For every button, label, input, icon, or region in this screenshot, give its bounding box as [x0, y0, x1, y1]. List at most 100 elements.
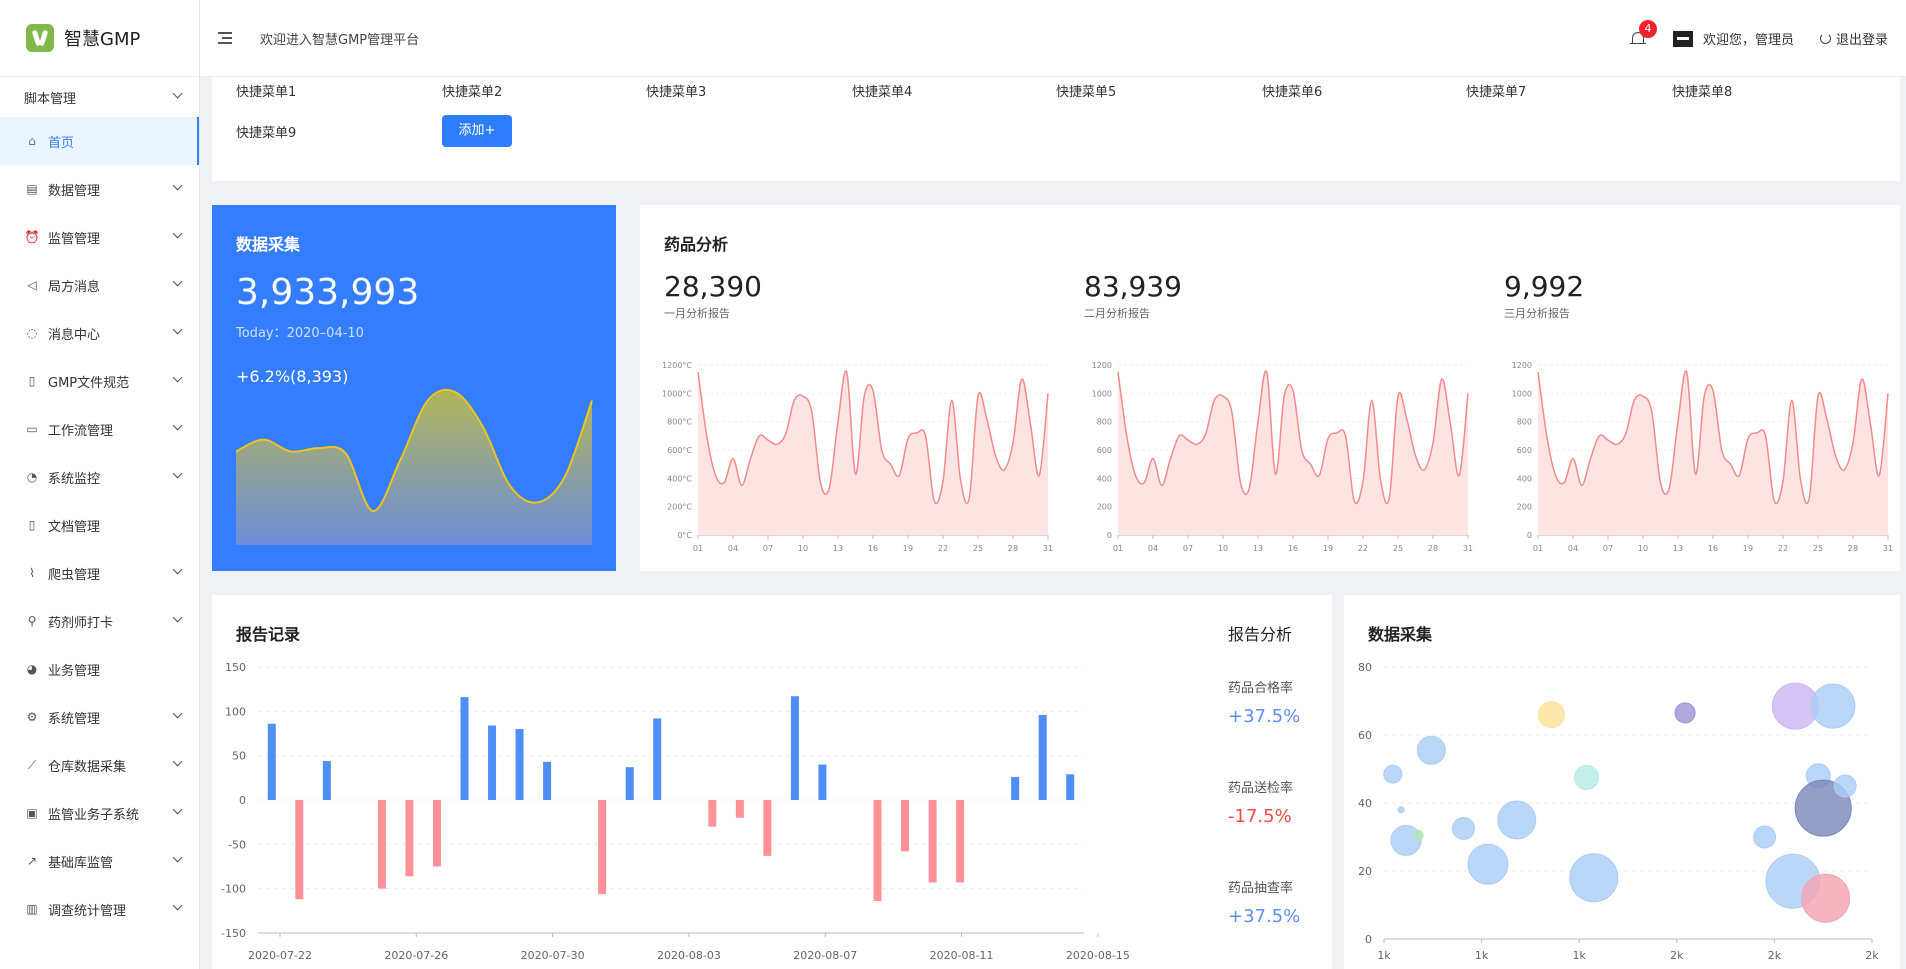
- drug-area: [1118, 370, 1468, 535]
- logout-button[interactable]: 退出登录: [1819, 29, 1888, 48]
- collect-title: 数据采集: [236, 235, 301, 254]
- stat-label: 二月分析报告: [1084, 307, 1150, 320]
- metric-inspection-rate: 药品送检率 -17.5%: [1228, 777, 1293, 827]
- y-tick-label: -150: [221, 927, 246, 940]
- sidebar-item[interactable]: 脚本管理: [0, 77, 199, 117]
- quick-menu-item[interactable]: 快捷菜单3: [646, 85, 707, 100]
- bar: [901, 800, 910, 852]
- sidebar-item-label: 文档管理: [48, 519, 101, 535]
- quick-menu-item[interactable]: 快捷菜单8: [1672, 85, 1733, 100]
- y-tick-label: 40: [1358, 797, 1372, 810]
- report-analysis-title: 报告分析: [1228, 625, 1293, 644]
- sidebar-item[interactable]: ◕ 业务管理: [0, 645, 199, 693]
- sparkline-area: [236, 389, 592, 545]
- menu-toggle-icon[interactable]: [218, 32, 232, 44]
- chevron-down-icon: [172, 228, 183, 239]
- collect-date: Today：2020–04-10: [236, 326, 364, 341]
- y-tick-label: 800: [1517, 418, 1532, 427]
- sidebar-item[interactable]: ▯ 文档管理: [0, 501, 199, 549]
- report-bar-chart: -150 -100 -50 0 50 100 150 2020-07-22 2020-07-26…: [221, 661, 1130, 962]
- chevron-down-icon: [172, 804, 183, 815]
- y-tick-label: 600: [1517, 446, 1532, 455]
- x-tick-label: 2020-07-22: [248, 949, 312, 962]
- x-tick-label: 22: [938, 544, 948, 553]
- sidebar-item[interactable]: ⌂ 首页: [0, 117, 199, 165]
- leaf-logo-icon: [26, 24, 54, 52]
- drug-line: [1537, 370, 1889, 505]
- bubble-point: [1753, 825, 1777, 849]
- x-tick-label: 1k: [1377, 949, 1391, 962]
- bar: [405, 800, 414, 877]
- drug-analysis-card: 药品分析 28,390 一月分析报告 83,939 二月分析报告 9,992 三…: [640, 205, 1900, 571]
- sidebar-item[interactable]: ◁ 局方消息: [0, 261, 199, 309]
- x-tick-label: 07: [1183, 544, 1193, 553]
- y-tick-label: 1000°C: [662, 389, 692, 398]
- sidebar-item[interactable]: ⟋ 仓库数据采集: [0, 741, 199, 789]
- top-header: 欢迎进入智慧GMP管理平台 4 欢迎您，管理员 退出登录: [200, 0, 1906, 77]
- alarm-icon: ⏰: [24, 230, 40, 244]
- y-tick-label: -50: [228, 838, 246, 851]
- bar: [928, 800, 937, 883]
- y-tick-label: 400: [1097, 474, 1112, 483]
- bar: [818, 764, 827, 800]
- x-tick-label: 10: [1218, 544, 1228, 553]
- sidebar-item[interactable]: ▤ 数据管理: [0, 165, 199, 213]
- sidebar-item[interactable]: ▥ 调查统计管理: [0, 885, 199, 933]
- bar: [543, 761, 552, 800]
- avatar[interactable]: [1672, 30, 1693, 47]
- x-tick-label: 04: [1148, 544, 1158, 553]
- y-tick-label: 1200: [1512, 361, 1532, 370]
- bar: [432, 800, 441, 867]
- y-tick-label: 1200: [1092, 361, 1112, 370]
- quick-menu-item[interactable]: 快捷菜单2: [442, 85, 503, 100]
- sidebar-item[interactable]: ⏰ 监管管理: [0, 213, 199, 261]
- sidebar-item[interactable]: ⚲ 药剂师打卡: [0, 597, 199, 645]
- sidebar-item[interactable]: ↗ 基础库监管: [0, 837, 199, 885]
- sidebar-item[interactable]: ▭ 工作流管理: [0, 405, 199, 453]
- bar: [873, 800, 882, 902]
- metric-label: 药品合格率: [1228, 681, 1294, 696]
- x-tick-label: 25: [973, 544, 983, 553]
- home-icon: ⌂: [28, 134, 36, 148]
- quick-menu-item[interactable]: 快捷菜单5: [1056, 85, 1117, 100]
- sidebar-item[interactable]: ◔ 系统监控: [0, 453, 199, 501]
- bubble-point: [1467, 843, 1509, 885]
- app-logo[interactable]: 智慧GMP: [0, 0, 199, 77]
- sidebar-item-label: 业务管理: [48, 663, 101, 679]
- quick-menu-item[interactable]: 快捷菜单4: [852, 85, 913, 100]
- bubble-chart-title: 数据采集: [1368, 625, 1433, 644]
- metric-label: 药品送检率: [1228, 781, 1294, 796]
- stat-value: 9,992: [1504, 270, 1585, 303]
- x-tick-label: 10: [1638, 544, 1648, 553]
- sidebar-item[interactable]: ▣ 监管业务子系统: [0, 789, 199, 837]
- sidebar-item[interactable]: ⌇ 爬虫管理: [0, 549, 199, 597]
- x-tick-label: 22: [1778, 544, 1788, 553]
- sidebar-item[interactable]: ▯ GMP文件规范: [0, 357, 199, 405]
- drug-area: [698, 370, 1048, 535]
- bell-icon[interactable]: 4: [1629, 19, 1657, 48]
- power-icon: [1819, 33, 1831, 44]
- quick-menu-item[interactable]: 快捷菜单1: [236, 85, 297, 100]
- y-tick-label: 200°C: [667, 503, 692, 512]
- bar: [267, 723, 276, 800]
- quick-menu-item[interactable]: 快捷菜单7: [1466, 85, 1527, 100]
- x-tick-label: 07: [763, 544, 773, 553]
- sidebar-item[interactable]: ◌ 消息中心: [0, 309, 199, 357]
- stat-mar: 9,992 三月分析报告: [1504, 270, 1584, 321]
- x-tick-label: 16: [868, 544, 878, 553]
- drug-line: [697, 370, 1049, 505]
- quick-menu-item[interactable]: 快捷菜单9: [236, 126, 297, 141]
- bar: [515, 729, 524, 800]
- document-list-icon: ▤: [26, 182, 38, 196]
- bar: [763, 800, 772, 856]
- add-quick-menu-button[interactable]: 添加+: [442, 115, 512, 147]
- quick-menu-panel: 快捷菜单1 快捷菜单2 快捷菜单3 快捷菜单4 快捷菜单5 快捷菜单6 快捷菜单…: [212, 77, 1900, 181]
- paperclip-icon: ⌇: [29, 566, 35, 580]
- sidebar-menu: 脚本管理 ⌂ 首页 ▤ 数据管理 ⏰ 监管管理 ◁ 局方消息 ◌ 消息中心 ▯ GMP文件规范 ▭ 工作流管…: [0, 77, 199, 933]
- sidebar-item[interactable]: ⚙ 系统管理: [0, 693, 199, 741]
- x-tick-label: 22: [1358, 544, 1368, 553]
- x-tick-label: 2020-08-15: [1066, 949, 1130, 962]
- quick-menu-item[interactable]: 快捷菜单6: [1262, 85, 1323, 100]
- bar: [1011, 776, 1020, 800]
- x-tick-label: 31: [1463, 544, 1473, 553]
